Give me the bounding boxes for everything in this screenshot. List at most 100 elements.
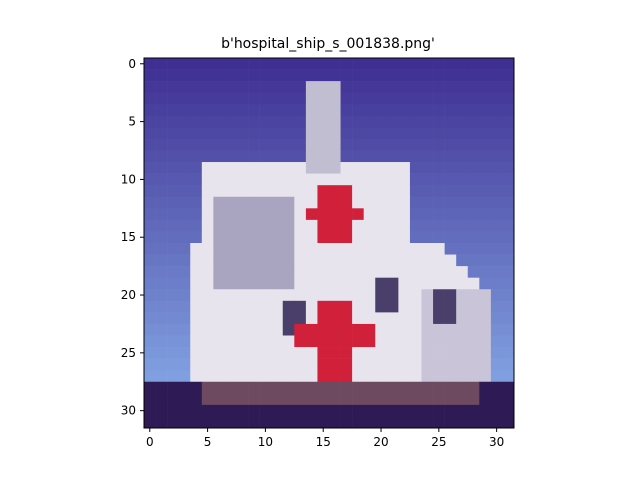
image-pixel [248, 277, 260, 290]
image-pixel [409, 335, 422, 348]
image-pixel [363, 208, 376, 221]
image-pixel [490, 312, 503, 325]
image-pixel [248, 404, 260, 417]
image-pixel [467, 81, 480, 93]
image-pixel [224, 323, 237, 336]
image-pixel [444, 393, 457, 406]
image-pixel [398, 231, 411, 244]
image-pixel [444, 185, 457, 198]
image-pixel [190, 312, 203, 325]
image-pixel [317, 370, 330, 383]
image-pixel [317, 254, 330, 267]
image-pixel [490, 404, 503, 417]
image-pixel [490, 81, 503, 93]
image-pixel [490, 254, 503, 267]
image-pixel [490, 92, 503, 105]
image-pixel [398, 393, 411, 406]
image-pixel [282, 127, 295, 140]
y-tick-label: 25 [121, 346, 136, 360]
image-pixel [155, 81, 168, 93]
image-pixel [398, 404, 411, 417]
image-pixel [340, 162, 353, 174]
image-pixel [375, 81, 388, 93]
image-pixel [178, 138, 191, 151]
image-pixel [317, 266, 330, 278]
image-pixel [375, 416, 388, 429]
image-pixel [213, 243, 226, 255]
image-pixel [294, 162, 307, 174]
image-pixel [433, 185, 445, 198]
image-pixel [224, 150, 237, 163]
image-pixel [363, 393, 376, 406]
image-pixel [144, 208, 156, 221]
image-pixel [467, 150, 480, 163]
image-pixel [248, 416, 260, 429]
image-pixel [144, 92, 156, 105]
image-pixel [467, 289, 480, 302]
image-pixel [305, 69, 318, 82]
image-pixel [456, 115, 469, 128]
image-pixel [282, 266, 295, 278]
image-pixel [167, 69, 179, 82]
image-pixel [236, 358, 249, 371]
image-pixel [456, 219, 469, 232]
image-pixel [167, 243, 179, 255]
image-pixel [502, 335, 515, 348]
image-pixel [248, 370, 260, 383]
image-pixel [294, 335, 307, 348]
image-pixel [155, 266, 168, 278]
image-pixel [201, 416, 214, 429]
image-pixel [490, 127, 503, 140]
image-pixel [421, 312, 434, 325]
image-pixel [433, 231, 445, 244]
image-pixel [352, 358, 364, 371]
image-pixel [201, 381, 214, 394]
image-pixel [259, 92, 272, 105]
image-pixel [456, 370, 469, 383]
image-pixel [433, 277, 445, 290]
image-pixel [190, 335, 203, 348]
image-pixel [224, 162, 237, 174]
image-pixel [375, 127, 388, 140]
image-pixel [352, 277, 364, 290]
image-pixel [305, 323, 318, 336]
image-pixel [294, 196, 307, 209]
image-pixel [178, 323, 191, 336]
image-pixel [375, 219, 388, 232]
image-pixel [144, 393, 156, 406]
image-pixel [340, 358, 353, 371]
image-pixel [190, 196, 203, 209]
image-pixel [305, 196, 318, 209]
image-pixel [352, 69, 364, 82]
image-pixel [340, 347, 353, 359]
y-axis: 0 5 10 15 20 25 30 [121, 57, 144, 418]
image-pixel [479, 92, 492, 105]
image-pixel [467, 370, 480, 383]
image-pixel [421, 138, 434, 151]
image-pixel [375, 243, 388, 255]
image-pixel [363, 150, 376, 163]
image-pixel [467, 358, 480, 371]
image-pixel [294, 219, 307, 232]
image-pixel [398, 254, 411, 267]
image-pixel [294, 231, 307, 244]
image-pixel [340, 138, 353, 151]
image-pixel [386, 416, 399, 429]
image-pixel [224, 266, 237, 278]
image-pixel [213, 300, 226, 313]
image-pixel [375, 208, 388, 221]
image-pixel [352, 300, 364, 313]
image-pixel [409, 138, 422, 151]
image-pixel [271, 104, 284, 117]
image-pixel [236, 381, 249, 394]
image-pixel [317, 277, 330, 290]
image-pixel [375, 370, 388, 383]
image-pixel [178, 69, 191, 82]
image-pixel [201, 243, 214, 255]
image-pixel [259, 196, 272, 209]
image-pixel [248, 289, 260, 302]
image-pixel [282, 185, 295, 198]
image-pixel [282, 69, 295, 82]
image-pixel [329, 289, 341, 302]
image-pixel [340, 150, 353, 163]
